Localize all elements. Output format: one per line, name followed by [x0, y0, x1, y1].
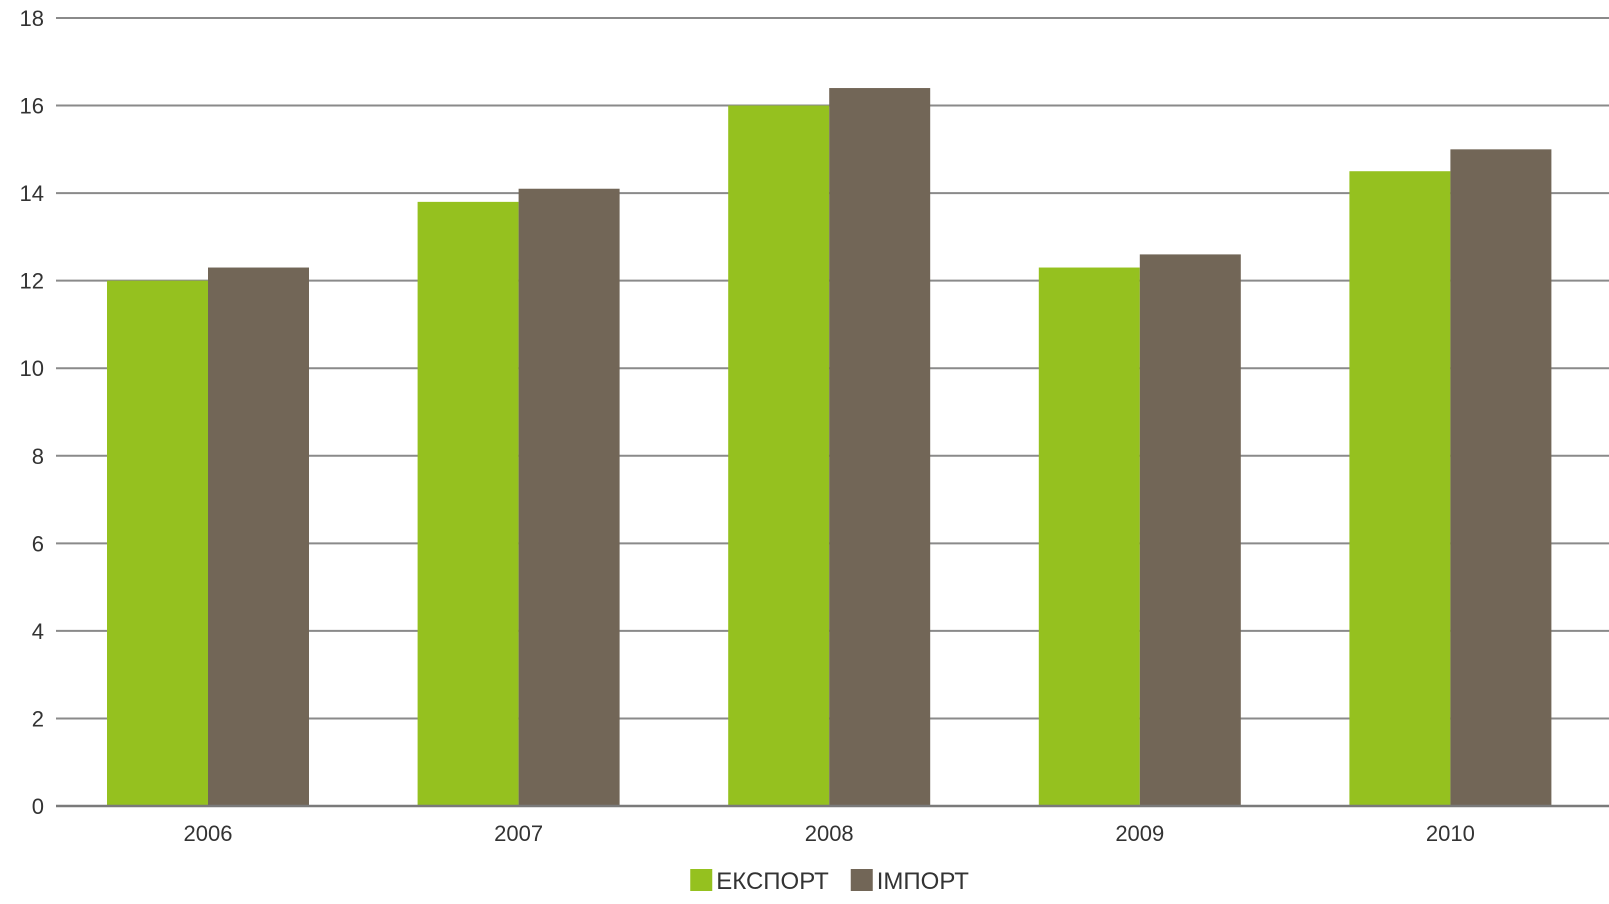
bar-export-2008 — [728, 105, 830, 807]
legend: ЕКСПОРТ ІМПОРТ — [690, 868, 969, 895]
bars — [107, 88, 1552, 807]
x-tick-label: 2008 — [805, 821, 854, 846]
bar-export-2009 — [1038, 267, 1140, 806]
bar-import-2006 — [208, 267, 309, 806]
legend-label: ІМПОРТ — [877, 868, 970, 895]
x-tick-label: 2006 — [184, 821, 233, 846]
y-tick-label: 0 — [32, 794, 44, 819]
x-tick-labels: 2006 2007 2008 2009 2010 — [184, 821, 1475, 846]
y-tick-label: 16 — [20, 94, 44, 119]
bar-export-2010 — [1349, 171, 1451, 806]
x-tick-label: 2010 — [1426, 821, 1475, 846]
y-tick-labels: 0 2 4 6 8 10 12 14 16 18 — [20, 6, 44, 819]
y-tick-label: 2 — [32, 706, 44, 731]
y-tick-label: 10 — [20, 356, 44, 381]
y-tick-label: 8 — [32, 444, 44, 469]
x-tick-label: 2009 — [1115, 821, 1164, 846]
bar-export-2006 — [107, 280, 208, 807]
bar-import-2009 — [1139, 254, 1241, 806]
x-tick-label: 2007 — [494, 821, 543, 846]
bar-import-2010 — [1450, 149, 1552, 807]
legend-item-export: ЕКСПОРТ — [690, 868, 829, 895]
legend-label: ЕКСПОРТ — [716, 868, 829, 895]
y-tick-label: 6 — [32, 531, 44, 556]
bar-import-2008 — [829, 88, 931, 807]
y-tick-label: 14 — [20, 181, 44, 206]
y-tick-label: 12 — [20, 269, 44, 294]
legend-item-import: ІМПОРТ — [850, 868, 970, 895]
y-tick-label: 4 — [32, 619, 44, 644]
bar-export-2007 — [417, 201, 519, 806]
y-tick-label: 18 — [20, 6, 44, 31]
legend-swatch — [690, 869, 713, 891]
bar-import-2007 — [518, 188, 620, 806]
legend-swatch — [850, 869, 873, 891]
